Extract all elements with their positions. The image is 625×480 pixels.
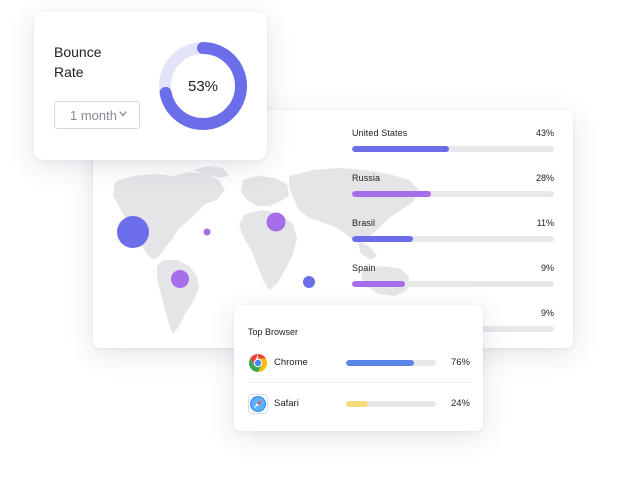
chrome-icon: [248, 354, 268, 372]
marker-australia[interactable]: [303, 276, 315, 288]
map-markers: [117, 212, 315, 288]
top-browser-title: Top Browser: [248, 327, 299, 337]
country-bar-fill: [352, 281, 405, 287]
divider: [248, 382, 470, 383]
bounce-rate-card: Bounce Rate 1 month 53%: [34, 12, 267, 160]
country-bar-track: [352, 281, 554, 287]
bounce-rate-value: 53%: [187, 77, 219, 95]
country-bar-fill: [352, 236, 413, 242]
country-bar-track: [352, 236, 554, 242]
browser-percent: 76%: [450, 357, 470, 368]
marker-north-america[interactable]: [117, 216, 149, 248]
browser-name: Chrome: [274, 357, 308, 368]
country-name: Russia: [352, 173, 381, 183]
browser-bar-track: [346, 401, 436, 407]
marker-europe[interactable]: [203, 228, 211, 236]
bounce-rate-donut: [159, 42, 247, 130]
country-row: Spain 9%: [352, 263, 554, 308]
country-row: Russia 28%: [352, 173, 554, 218]
country-bar-track: [352, 146, 554, 152]
country-name: United States: [352, 128, 408, 138]
period-select[interactable]: 1 month: [54, 101, 140, 129]
browser-row-chrome: Chrome 76%: [248, 351, 470, 375]
top-browser-card: Top Browser Chrome 76% Sa: [234, 305, 483, 431]
country-percent: 28%: [535, 173, 554, 183]
country-bar-track: [352, 191, 554, 197]
bounce-rate-title: Bounce Rate: [54, 44, 102, 80]
donut-progress: [159, 42, 247, 130]
browser-bar-fill: [346, 401, 368, 407]
marker-asia[interactable]: [266, 212, 286, 232]
browser-name: Safari: [274, 398, 299, 409]
country-row: United States 43%: [352, 128, 554, 173]
country-bar-fill: [352, 191, 431, 197]
marker-south-america[interactable]: [171, 270, 189, 288]
browser-bar-fill: [346, 360, 415, 366]
country-percent: 9%: [540, 308, 554, 318]
chevron-down-icon: [119, 111, 127, 117]
country-percent: 11%: [536, 218, 554, 228]
safari-icon: [248, 394, 268, 414]
country-percent: 43%: [535, 128, 554, 138]
country-name: Spain: [352, 263, 376, 273]
country-bar-fill: [352, 146, 449, 152]
country-percent: 9%: [540, 263, 554, 273]
browser-bar-track: [346, 360, 436, 366]
browser-row-safari: Safari 24%: [248, 392, 470, 416]
country-row: Brasil 11%: [352, 218, 554, 263]
period-select-value: 1 month: [70, 108, 117, 123]
country-name: Brasil: [352, 218, 376, 228]
browser-percent: 24%: [450, 398, 470, 409]
